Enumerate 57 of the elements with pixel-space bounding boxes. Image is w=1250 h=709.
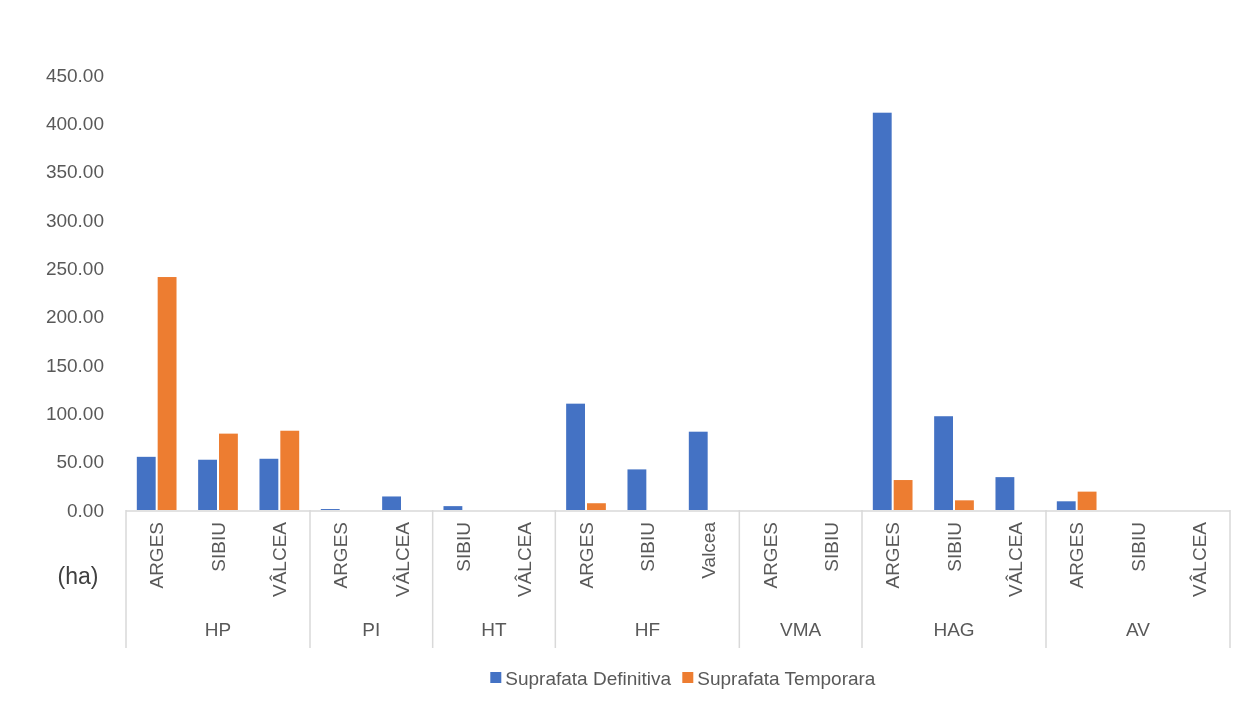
y-tick-label: 50.00	[56, 451, 104, 473]
x-tick-label: SIBIU	[636, 522, 658, 572]
text: VMA	[780, 619, 822, 640]
bar	[443, 506, 463, 510]
bar	[198, 459, 217, 510]
text: PI	[362, 619, 381, 640]
x-tick-label: ARGES	[330, 522, 352, 589]
bar	[587, 503, 606, 510]
x-tick-label: ARGES	[1066, 522, 1088, 589]
y-tick-label: 300.00	[45, 209, 104, 231]
bar	[627, 469, 647, 510]
x-tick-label: SIBIU	[820, 522, 842, 572]
y-axis-title: (ha)	[57, 563, 99, 590]
bar	[136, 456, 156, 510]
bar	[688, 431, 708, 510]
bar	[259, 458, 279, 510]
bar	[872, 112, 892, 510]
y-tick-label: 400.00	[45, 112, 104, 134]
text: HP	[204, 619, 232, 640]
x-tick-label: VÂLCEA	[1004, 521, 1026, 597]
text: HF	[634, 619, 660, 640]
y-tick-label: 250.00	[45, 257, 104, 279]
x-tick-label: ARGES	[759, 522, 781, 589]
bar	[934, 416, 953, 510]
bar	[382, 496, 401, 510]
x-tick-label: SIBIU	[943, 522, 965, 572]
bar	[280, 430, 300, 510]
y-tick-label: 100.00	[45, 402, 104, 424]
bar	[157, 277, 177, 510]
y-tick-label: 450.00	[45, 64, 104, 86]
bar	[893, 480, 913, 510]
x-tick-label: VÂLCEA	[391, 521, 413, 597]
text: HAG	[933, 619, 975, 640]
x-tick-label: Valcea	[698, 521, 720, 579]
x-tick-label: SIBIU	[1127, 522, 1149, 572]
x-tick-label: VÂLCEA	[1188, 521, 1210, 597]
bar	[1077, 491, 1097, 510]
y-tick-label: 200.00	[45, 306, 104, 328]
x-tick-label: ARGES	[882, 522, 904, 589]
x-tick-label: SIBIU	[207, 522, 229, 572]
x-tick-label: VÂLCEA	[514, 521, 536, 597]
y-tick-label: 150.00	[45, 354, 104, 376]
bar	[566, 403, 585, 510]
y-tick-label: 350.00	[45, 161, 104, 183]
bar	[1056, 501, 1076, 510]
legend-label: Suprafata Temporara	[697, 667, 876, 689]
x-tick-label: ARGES	[146, 522, 168, 589]
x-tick-label: SIBIU	[452, 522, 474, 572]
x-tick-label: VÂLCEA	[268, 521, 290, 597]
bar	[219, 433, 238, 510]
y-tick-label: 0.00	[67, 499, 104, 521]
bar	[955, 500, 974, 510]
legend-label: Suprafata Definitiva	[505, 667, 672, 689]
bar	[995, 477, 1015, 510]
x-tick-label: ARGES	[575, 522, 597, 589]
text: AV	[1126, 619, 1151, 640]
text: HT	[481, 619, 508, 640]
